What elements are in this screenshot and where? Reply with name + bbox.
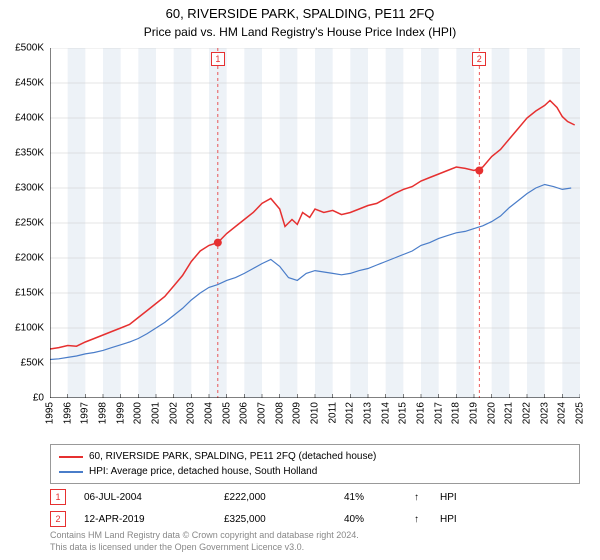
x-axis-label: 2008	[274, 402, 285, 424]
legend-swatch	[59, 456, 83, 458]
footer: Contains HM Land Registry data © Crown c…	[50, 530, 580, 553]
x-axis-label: 2005	[221, 402, 232, 424]
y-axis-label: £250K	[15, 218, 44, 229]
header: 60, RIVERSIDE PARK, SPALDING, PE11 2FQ P…	[0, 0, 600, 40]
transaction-pct: 40%	[344, 514, 404, 525]
legend-row: 60, RIVERSIDE PARK, SPALDING, PE11 2FQ (…	[59, 449, 571, 464]
y-axis-label: £300K	[15, 183, 44, 194]
transaction-date: 06-JUL-2004	[84, 492, 214, 503]
transaction-tag: HPI	[440, 514, 480, 525]
x-axis-label: 2024	[557, 402, 568, 424]
legend-row: HPI: Average price, detached house, Sout…	[59, 464, 571, 479]
footer-line: Contains HM Land Registry data © Crown c…	[50, 530, 580, 542]
x-axis-label: 2020	[486, 402, 497, 424]
x-axis-labels: 1995199619971998199920002001200220032004…	[50, 400, 580, 440]
chart-container: 60, RIVERSIDE PARK, SPALDING, PE11 2FQ P…	[0, 0, 600, 560]
marker-box: 2	[50, 511, 66, 527]
x-axis-label: 2013	[363, 402, 374, 424]
y-axis-label: £400K	[15, 113, 44, 124]
x-axis-label: 2015	[398, 402, 409, 424]
x-axis-label: 1999	[115, 402, 126, 424]
transaction-row: 1 06-JUL-2004 £222,000 41% ↑ HPI	[50, 486, 580, 508]
x-axis-label: 2001	[151, 402, 162, 424]
y-axis-label: £200K	[15, 253, 44, 264]
chart-title: 60, RIVERSIDE PARK, SPALDING, PE11 2FQ	[0, 6, 600, 23]
y-axis-label: £100K	[15, 323, 44, 334]
legend-swatch	[59, 471, 83, 473]
x-axis-label: 2016	[416, 402, 427, 424]
legend-label: HPI: Average price, detached house, Sout…	[89, 464, 317, 479]
x-axis-label: 2012	[345, 402, 356, 424]
x-axis-label: 1997	[80, 402, 91, 424]
x-axis-label: 2022	[522, 402, 533, 424]
x-axis-label: 2002	[168, 402, 179, 424]
y-axis-labels: £0£50K£100K£150K£200K£250K£300K£350K£400…	[0, 48, 48, 398]
chart-svg	[50, 48, 580, 398]
transactions-table: 1 06-JUL-2004 £222,000 41% ↑ HPI 2 12-APR-2019 £…	[50, 486, 580, 530]
x-axis-label: 2010	[310, 402, 321, 424]
footer-line: This data is licensed under the Open Gov…	[50, 542, 580, 554]
x-axis-label: 1996	[62, 402, 73, 424]
x-axis-label: 1995	[45, 402, 56, 424]
transaction-price: £325,000	[224, 514, 334, 525]
x-axis-label: 2017	[433, 402, 444, 424]
marker-box: 1	[50, 489, 66, 505]
marker-label: 1	[211, 52, 225, 66]
transaction-pct: 41%	[344, 492, 404, 503]
transaction-tag: HPI	[440, 492, 480, 503]
up-arrow-icon: ↑	[414, 514, 430, 525]
y-axis-label: £0	[33, 393, 44, 404]
y-axis-label: £500K	[15, 43, 44, 54]
y-axis-label: £150K	[15, 288, 44, 299]
y-axis-label: £450K	[15, 78, 44, 89]
chart-subtitle: Price paid vs. HM Land Registry's House …	[0, 25, 600, 41]
x-axis-label: 2007	[257, 402, 268, 424]
x-axis-label: 2011	[327, 402, 338, 424]
x-axis-label: 2025	[575, 402, 586, 424]
x-axis-label: 2019	[469, 402, 480, 424]
x-axis-label: 2009	[292, 402, 303, 424]
x-axis-label: 2021	[504, 402, 515, 424]
x-axis-label: 2000	[133, 402, 144, 424]
up-arrow-icon: ↑	[414, 492, 430, 503]
y-axis-label: £50K	[21, 358, 44, 369]
legend-label: 60, RIVERSIDE PARK, SPALDING, PE11 2FQ (…	[89, 449, 376, 464]
x-axis-label: 2006	[239, 402, 250, 424]
x-axis-label: 1998	[98, 402, 109, 424]
transaction-row: 2 12-APR-2019 £325,000 40% ↑ HPI	[50, 508, 580, 530]
legend: 60, RIVERSIDE PARK, SPALDING, PE11 2FQ (…	[50, 444, 580, 484]
x-axis-label: 2018	[451, 402, 462, 424]
transaction-date: 12-APR-2019	[84, 514, 214, 525]
x-axis-label: 2014	[380, 402, 391, 424]
marker-label: 2	[472, 52, 486, 66]
x-axis-label: 2004	[204, 402, 215, 424]
transaction-price: £222,000	[224, 492, 334, 503]
x-axis-label: 2003	[186, 402, 197, 424]
x-axis-label: 2023	[539, 402, 550, 424]
chart-area: 12	[50, 48, 580, 398]
y-axis-label: £350K	[15, 148, 44, 159]
